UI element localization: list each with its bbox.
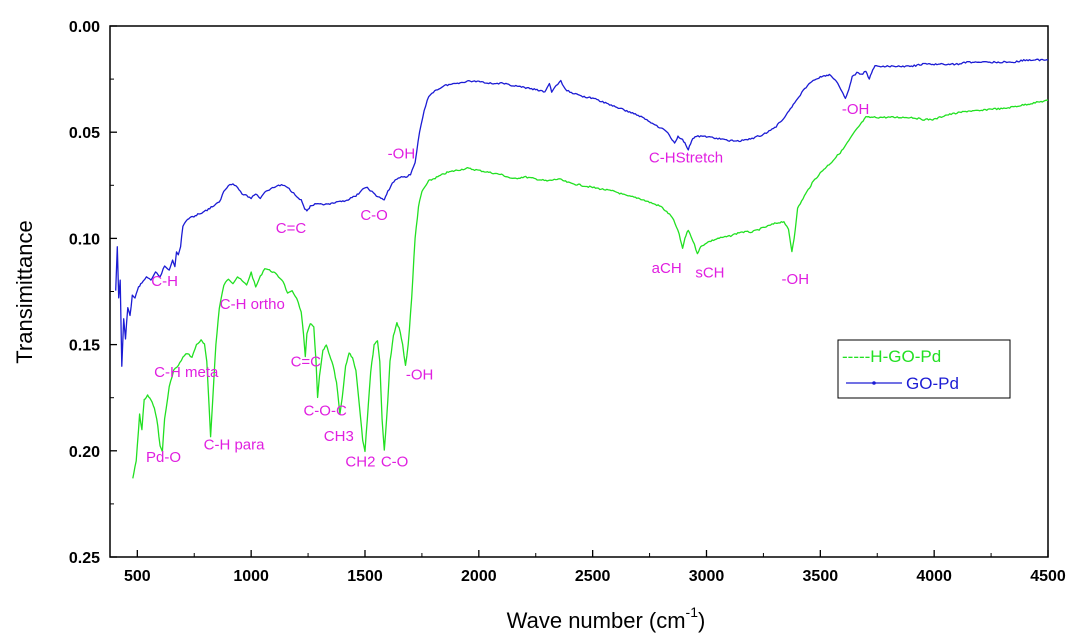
x-axis-title: Wave number (cm-1) (507, 604, 706, 633)
x-tick-label: 1500 (347, 568, 383, 585)
peak-label: C-H meta (154, 364, 219, 381)
peak-label: -OH (782, 271, 810, 288)
x-tick-label: 1000 (233, 568, 269, 585)
peak-label: C-H para (204, 436, 266, 453)
peak-label: C-O (360, 207, 388, 224)
y-tick-label: 0.00 (69, 19, 100, 36)
peak-label: C-HStretch (649, 150, 723, 167)
peak-label: C-H ortho (220, 296, 285, 313)
peak-label: CH2 (345, 453, 375, 470)
y-axis: 0.00 0.05 0.10 0.15 0.20 0.25 (69, 19, 117, 567)
plot-frame (109, 25, 1049, 558)
peak-label: CH3 (324, 428, 354, 445)
series-layer (115, 58, 1049, 479)
x-tick-label: 4000 (916, 568, 952, 585)
series-line-h-go-pd (132, 99, 1049, 479)
peak-label: Pd-O (146, 449, 181, 466)
legend-marker-go-pd (872, 381, 876, 385)
y-tick-label: 0.25 (69, 550, 100, 567)
peak-label: C-O (381, 453, 409, 470)
y-tick-label: 0.10 (69, 231, 100, 248)
legend-item-go-pd: GO-Pd (906, 374, 959, 393)
x-axis-title-main: Wave number (cm (507, 608, 686, 633)
y-tick-label: 0.05 (69, 125, 100, 142)
x-axis: 500 1000 1500 2000 2500 3000 3500 4000 4500 (124, 550, 1066, 585)
peak-label: sCH (695, 264, 724, 281)
peak-label: -OH (842, 101, 870, 118)
peak-label: -OH (406, 366, 434, 383)
x-tick-label: 4500 (1030, 568, 1066, 585)
x-tick-label: 500 (124, 568, 151, 585)
peak-label: C-O-C (303, 402, 346, 419)
x-tick-label: 2000 (461, 568, 497, 585)
x-axis-title-sup: -1 (686, 604, 699, 620)
y-tick-label: 0.20 (69, 444, 100, 461)
peak-label: aCH (652, 260, 682, 277)
annotation-layer: -OH C-O C=C C-H C-H ortho C-H meta C=C -OH C-O-C… (146, 101, 869, 471)
x-tick-label: 2500 (575, 568, 611, 585)
peak-label: C-H (151, 273, 178, 290)
peak-label: C=C (291, 354, 322, 371)
x-axis-title-close: ) (698, 608, 705, 633)
y-axis-title: Transimittance (12, 220, 37, 363)
peak-label: C=C (276, 220, 307, 237)
legend: -----H-GO-Pd GO-Pd (837, 339, 1011, 399)
legend-box (837, 339, 1011, 399)
x-tick-label: 3000 (689, 568, 725, 585)
series-line-go-pd (115, 58, 1049, 367)
peak-label: -OH (388, 145, 416, 162)
y-tick-label: 0.15 (69, 338, 100, 355)
x-tick-label: 3500 (803, 568, 839, 585)
legend-item-h-go-pd: -----H-GO-Pd (842, 347, 941, 366)
